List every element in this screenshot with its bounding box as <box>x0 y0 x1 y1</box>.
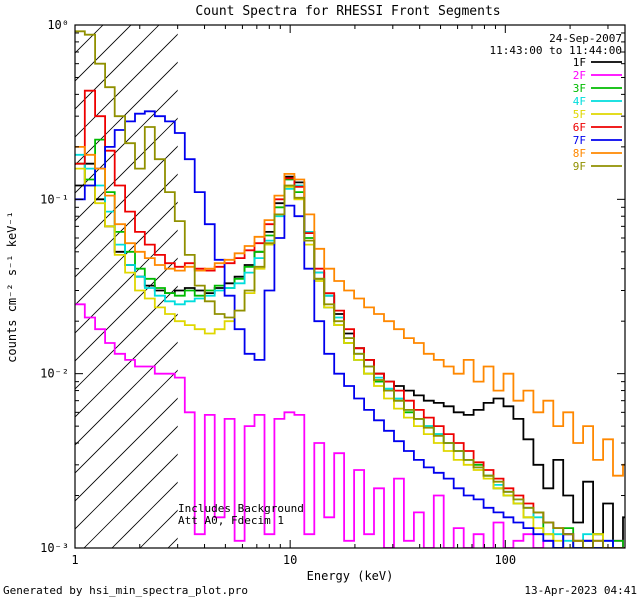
hatch-line <box>75 173 178 278</box>
y-tick-label: 10⁰ <box>47 18 69 32</box>
legend-label-4F: 4F <box>573 95 586 108</box>
hatch-line <box>75 33 178 138</box>
hatch-line <box>75 313 178 418</box>
y-tick-label: 10⁻² <box>40 367 69 381</box>
hatch-line <box>75 425 178 530</box>
hatch-line <box>75 61 178 166</box>
legend-label-8F: 8F <box>573 147 586 160</box>
hatch-line <box>83 453 178 548</box>
x-axis-label: Energy (keV) <box>307 569 394 583</box>
series-5F <box>75 167 625 548</box>
legend-label-6F: 6F <box>573 121 586 134</box>
hatch-line <box>75 201 178 306</box>
x-tick-label: 1 <box>71 553 78 567</box>
hatch-line <box>75 341 178 446</box>
series-6F <box>75 89 625 548</box>
legend-label-3F: 3F <box>573 82 586 95</box>
spectra-series-group <box>75 30 625 548</box>
footer-timestamp: 13-Apr-2023 04:41 <box>524 584 637 597</box>
hatch-line <box>75 397 178 502</box>
series-7F <box>75 110 625 548</box>
annotation-attenuator: Att A0, Fdecim 1 <box>178 514 284 527</box>
series-9F <box>75 30 625 548</box>
hatch-line <box>75 89 178 194</box>
annotation-date: 24-Sep-2007 <box>549 32 622 45</box>
legend-label-7F: 7F <box>573 134 586 147</box>
footer-generated-by: Generated by hsi_min_spectra_plot.pro <box>3 584 248 597</box>
x-tick-label: 100 <box>494 553 516 567</box>
x-tick-label: 10 <box>283 553 297 567</box>
hatch-line <box>75 369 178 474</box>
hatch-line <box>75 25 132 82</box>
annotation-time-range: 11:43:00 to 11:44:00 <box>490 44 622 57</box>
series-8F <box>75 146 625 477</box>
legend-label-9F: 9F <box>573 160 586 173</box>
series-2F <box>75 303 625 548</box>
hatch-line <box>75 229 178 334</box>
hatch-line <box>111 481 178 548</box>
chart-title: Count Spectra for RHESSI Front Segments <box>195 4 500 19</box>
legend-label-1F: 1F <box>573 56 586 69</box>
legend-label-2F: 2F <box>573 69 586 82</box>
hatch-line <box>75 285 178 390</box>
hatch-line <box>167 537 178 548</box>
legend-label-5F: 5F <box>573 108 586 121</box>
y-tick-label: 10⁻¹ <box>40 192 69 206</box>
axes: 1 10 100 10⁰ 10⁻¹ 10⁻² 10⁻³ <box>40 18 626 567</box>
plot-frame <box>74 24 626 549</box>
y-tick-label: 10⁻³ <box>40 541 69 555</box>
series-1F <box>75 162 625 548</box>
y-axis-label: counts cm⁻² s⁻¹ keV⁻¹ <box>5 211 19 363</box>
annotation-includes-background: Includes Background <box>178 502 304 515</box>
